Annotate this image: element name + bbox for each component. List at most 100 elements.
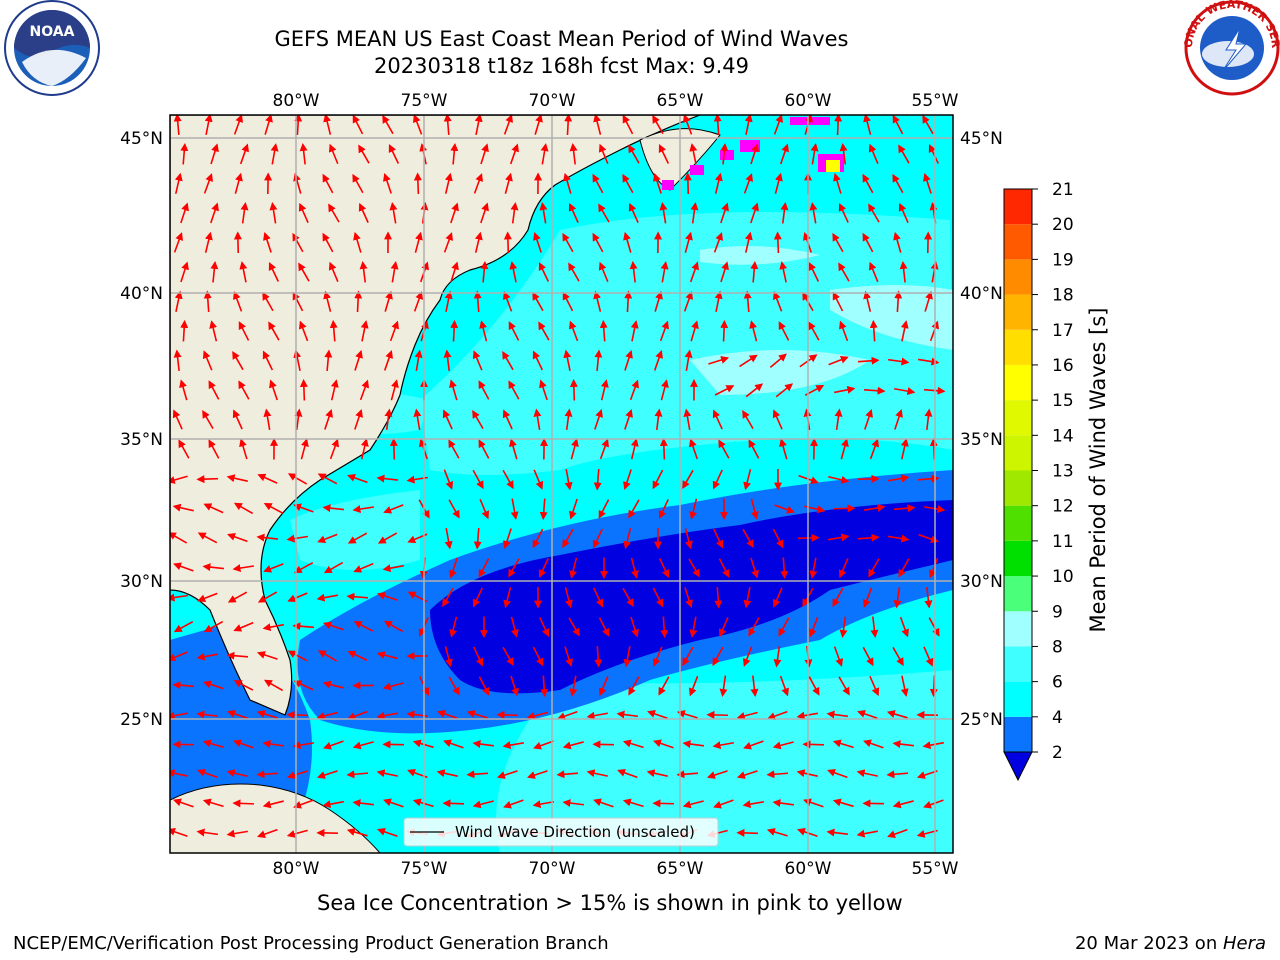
wave-direction-arrow [594, 349, 603, 372]
period-8-9-area [690, 246, 953, 395]
wave-direction-arrow [892, 115, 904, 135]
wave-direction-arrow [838, 557, 849, 579]
wave-direction-arrow [660, 379, 669, 401]
wave-direction-arrow [628, 202, 639, 223]
colorbar-tick-label: 16 [1052, 356, 1074, 376]
wave-direction-arrow [328, 261, 339, 283]
colorbar-segment [1004, 294, 1032, 330]
wave-direction-arrow [736, 770, 758, 779]
wave-direction-arrow [263, 503, 284, 514]
wave-direction-arrow [179, 379, 188, 401]
wave-direction-arrow [629, 260, 638, 283]
colorbar-segment [1004, 540, 1032, 577]
wave-direction-arrow [180, 202, 189, 224]
wave-direction-arrow [779, 261, 788, 283]
wave-direction-arrow [630, 557, 639, 579]
wave-direction-arrow [622, 173, 634, 194]
wave-direction-arrow [834, 115, 843, 136]
wave-direction-arrow [689, 438, 699, 460]
wave-direction-arrow [832, 798, 854, 808]
wave-direction-arrow [622, 739, 644, 749]
wave-direction-arrow [472, 409, 484, 430]
wave-direction-arrow [203, 503, 224, 514]
lon-label: 65°W [657, 91, 704, 111]
wave-direction-arrow [232, 409, 243, 430]
wave-direction-arrow [888, 534, 910, 543]
wave-direction-arrow [413, 172, 422, 195]
wave-direction-arrow [900, 675, 909, 697]
wave-direction-arrow [173, 798, 194, 808]
wave-direction-arrow [286, 534, 309, 543]
wave-direction-arrow [509, 143, 519, 165]
wave-direction-arrow [292, 291, 304, 312]
wave-direction-arrow [630, 320, 639, 342]
colorbar-tick-label: 8 [1052, 637, 1063, 657]
wave-direction-arrow [750, 498, 759, 520]
wave-direction-arrow [744, 115, 753, 135]
wave-direction-arrow [570, 438, 579, 460]
wave-direction-arrow [532, 646, 544, 667]
lon-label: 75°W [401, 859, 448, 879]
wave-direction-arrow [683, 172, 692, 195]
wave-direction-arrow [347, 532, 368, 544]
wave-direction-arrow [383, 173, 392, 194]
wave-direction-arrow [376, 769, 398, 778]
wave-direction-arrow [479, 498, 490, 520]
wave-direction-arrow [510, 616, 519, 638]
wave-direction-arrow [862, 646, 874, 667]
wave-direction-arrow [480, 202, 489, 224]
wave-direction-arrow [450, 319, 459, 342]
nws-logo-text: NATIONAL WEATHER SERVICE [0, 0, 1280, 49]
wave-direction-arrow [924, 408, 933, 431]
wave-direction-arrow [928, 144, 940, 164]
wave-direction-arrow [720, 202, 729, 224]
wave-direction-arrow [593, 115, 602, 135]
wave-direction-arrow [564, 408, 573, 431]
wave-direction-arrow [714, 385, 735, 396]
wave-direction-arrow [839, 142, 848, 165]
colorbar-tick-label: 13 [1052, 462, 1074, 482]
wave-direction-arrow [413, 291, 423, 312]
wave-direction-arrow [750, 202, 759, 224]
wave-direction-arrow [203, 173, 213, 194]
wave-direction-arrow [563, 349, 572, 371]
wave-direction-arrow [688, 675, 699, 697]
wave-direction-arrow [233, 680, 254, 691]
wave-direction-arrow [899, 260, 908, 283]
wave-direction-arrow [682, 115, 693, 135]
wave-direction-arrow [173, 562, 194, 572]
wave-direction-arrow [510, 498, 519, 520]
wave-direction-arrow [869, 438, 879, 460]
colorbar-tick-label: 11 [1052, 532, 1074, 552]
wave-direction-arrow [748, 439, 760, 459]
wave-direction-arrow [887, 828, 908, 838]
wave-direction-arrow [352, 741, 374, 750]
wave-direction-arrow [778, 617, 790, 637]
nws-logo: NATIONAL WEATHER SERVICE [0, 0, 1280, 96]
wave-direction-arrow [323, 115, 332, 135]
wave-direction-arrow [898, 558, 910, 578]
wave-direction-arrow [322, 173, 334, 194]
wave-direction-arrow [257, 591, 278, 603]
wave-direction-arrow [443, 115, 452, 136]
wave-direction-arrow [322, 680, 344, 689]
wave-direction-arrow [473, 173, 483, 194]
wave-direction-arrow [653, 739, 674, 749]
wave-direction-arrow [832, 291, 844, 312]
wave-direction-arrow [569, 498, 578, 520]
wave-direction-arrow [293, 680, 314, 691]
colorbar-tick-label: 10 [1052, 567, 1074, 587]
wave-direction-arrow [384, 290, 393, 312]
wave-direction-arrow [382, 682, 404, 691]
wave-direction-arrow [443, 469, 454, 490]
wave-direction-arrow [170, 769, 188, 778]
wave-direction-arrow [598, 261, 609, 283]
wave-direction-arrow [209, 320, 218, 342]
wave-direction-arrow [383, 350, 393, 371]
wave-direction-arrow [898, 144, 910, 164]
wave-direction-arrow [233, 115, 243, 135]
wave-direction-arrow [924, 586, 933, 609]
wave-direction-arrow [569, 557, 578, 579]
wave-direction-arrow [660, 616, 669, 639]
caption: Sea Ice Concentration > 15% is shown in … [317, 891, 903, 915]
